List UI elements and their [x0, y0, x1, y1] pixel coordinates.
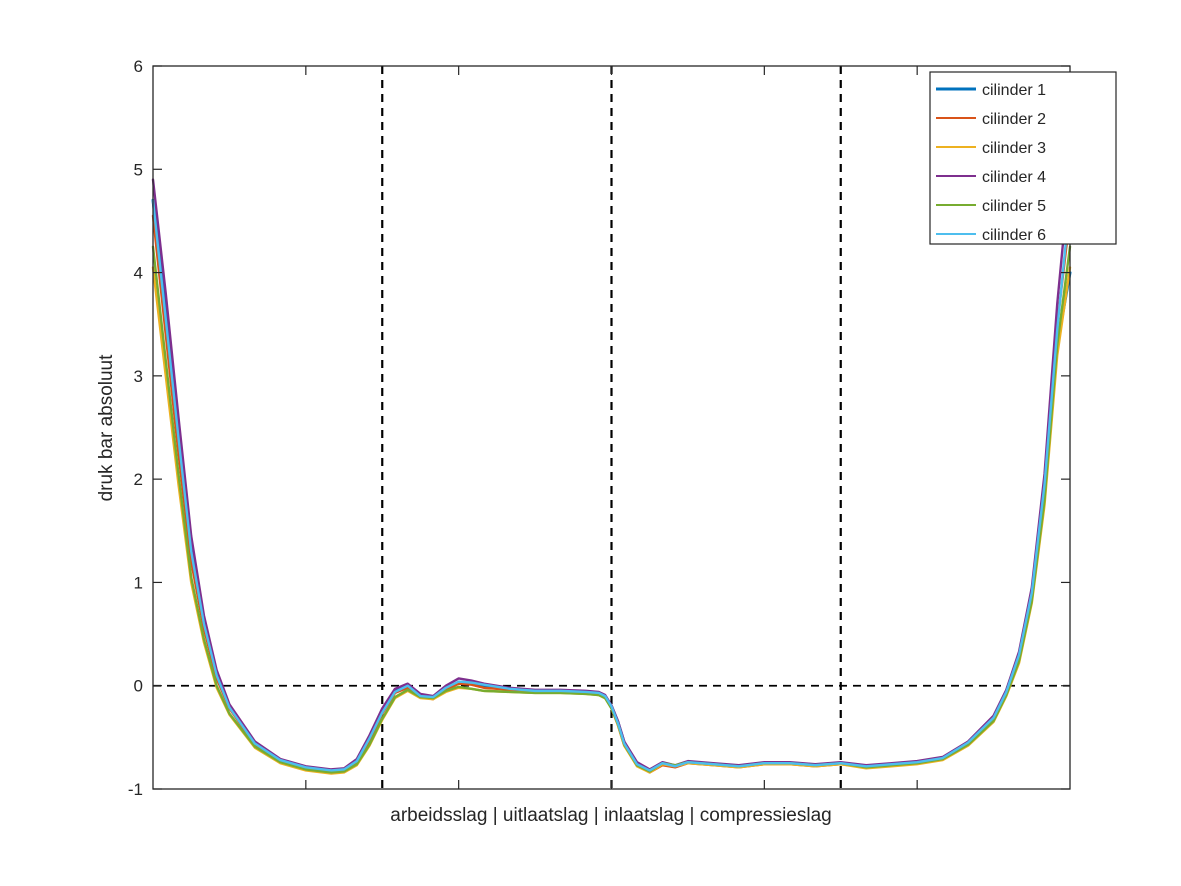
- legend-label-cilinder-2: cilinder 2: [982, 111, 1046, 128]
- series-lines: [151, 168, 1072, 775]
- series-line-cilinder-6: [151, 199, 1072, 772]
- x-axis-label: arbeidsslag | uitlaatslag | inlaatslag |…: [390, 805, 831, 826]
- y-tick-label: 4: [134, 264, 143, 283]
- legend: cilinder 1 cilinder 2 cilinder 3 cilinder 4…: [929, 71, 1117, 245]
- legend-label-cilinder-6: cilinder 6: [982, 227, 1046, 244]
- y-tick-label: 5: [134, 160, 143, 179]
- legend-box: [929, 71, 1117, 245]
- y-tick-label: -1: [128, 780, 143, 799]
- y-axis-label: druk bar absoluut: [96, 354, 117, 502]
- legend-label-cilinder-3: cilinder 3: [982, 140, 1046, 157]
- y-tick-label: 1: [134, 573, 143, 592]
- axis-ticks: -1 0 1 2 3 4 5 6: [128, 57, 1070, 799]
- reference-lines: [153, 66, 1070, 789]
- legend-label-cilinder-1: cilinder 1: [982, 82, 1046, 99]
- y-tick-label: 0: [134, 677, 143, 696]
- legend-label-cilinder-4: cilinder 4: [982, 169, 1046, 186]
- y-tick-label: 6: [134, 57, 143, 76]
- legend-label-cilinder-5: cilinder 5: [982, 198, 1046, 215]
- y-tick-label: 3: [134, 367, 143, 386]
- y-tick-label: 2: [134, 470, 143, 489]
